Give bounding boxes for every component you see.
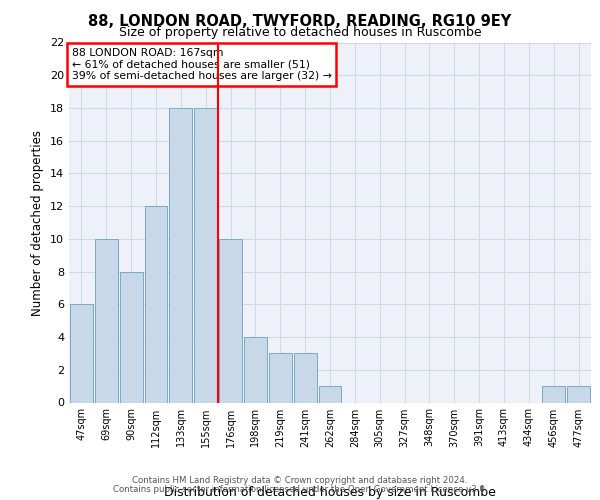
Text: Contains public sector information licensed under the Open Government Licence v3: Contains public sector information licen… [113,485,487,494]
Text: Size of property relative to detached houses in Ruscombe: Size of property relative to detached ho… [119,26,481,39]
Bar [169,108,192,403]
Bar [120,272,143,402]
Bar [269,354,292,403]
Y-axis label: Number of detached properties: Number of detached properties [31,130,44,316]
Bar [95,239,118,402]
Text: Contains HM Land Registry data © Crown copyright and database right 2024.: Contains HM Land Registry data © Crown c… [132,476,468,485]
Bar [319,386,341,402]
Bar [70,304,93,402]
Bar [294,354,317,403]
X-axis label: Distribution of detached houses by size in Ruscombe: Distribution of detached houses by size … [164,486,496,498]
Text: 88, LONDON ROAD, TWYFORD, READING, RG10 9EY: 88, LONDON ROAD, TWYFORD, READING, RG10 … [88,14,512,29]
Bar [219,239,242,402]
Bar [244,337,267,402]
Bar [194,108,217,403]
Text: 88 LONDON ROAD: 167sqm
← 61% of detached houses are smaller (51)
39% of semi-det: 88 LONDON ROAD: 167sqm ← 61% of detached… [71,48,331,81]
Bar [145,206,167,402]
Bar [567,386,590,402]
Bar [542,386,565,402]
